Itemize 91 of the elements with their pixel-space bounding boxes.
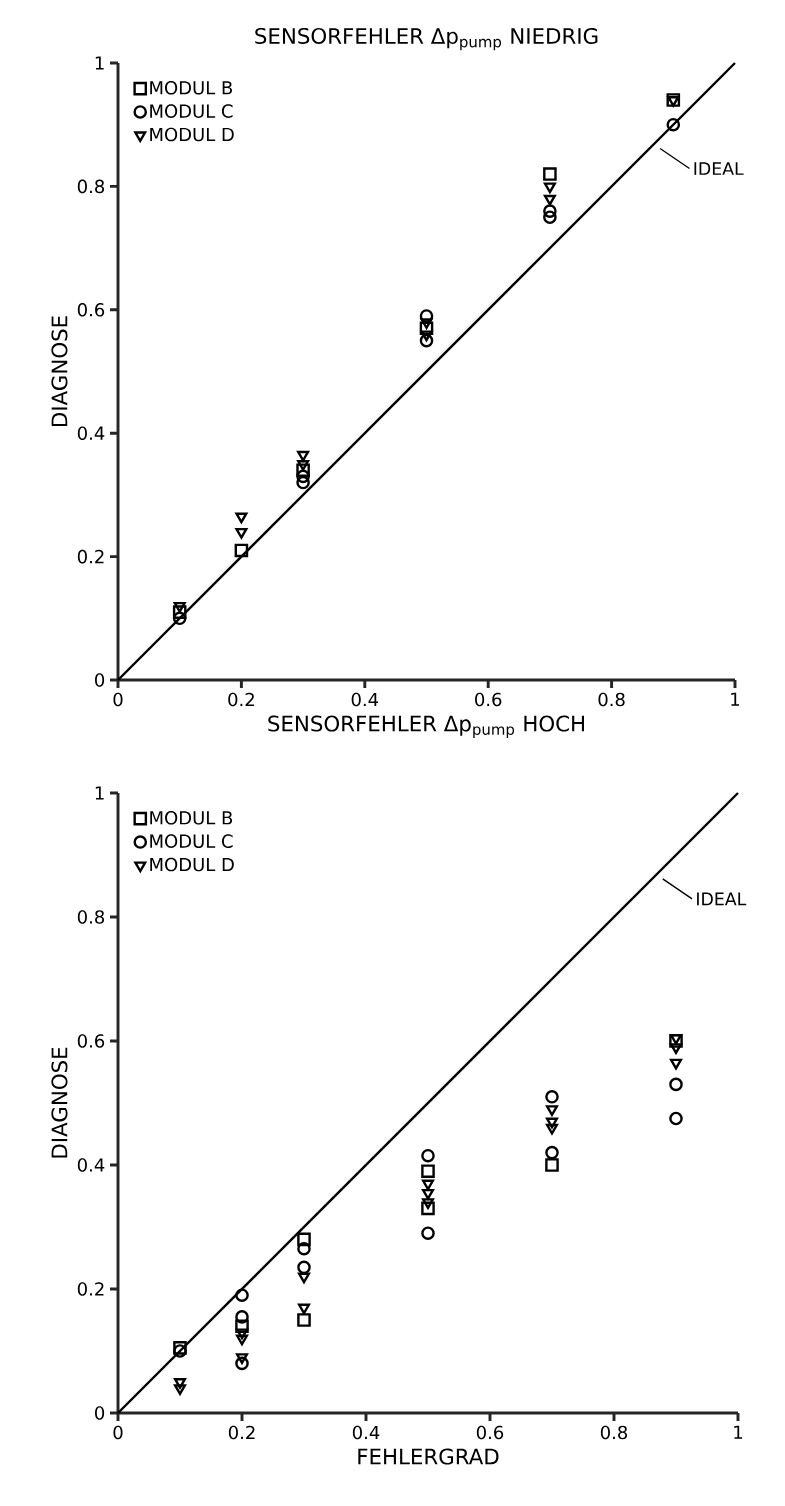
- point: [173, 601, 186, 613]
- point: [235, 1310, 249, 1324]
- point: [545, 1105, 559, 1116]
- point: [421, 1198, 435, 1209]
- x-axis-title: SENSORFEHLER Δp$_{pump}$ HOCH: [268, 715, 584, 738]
- point: [545, 1145, 559, 1160]
- y-tick-label: 0.8: [77, 179, 105, 194]
- x-tick-label: 0.4: [351, 692, 379, 707]
- point: [172, 605, 187, 619]
- point: [297, 1313, 311, 1327]
- chart-title: SENSORFEHLER Δp$_{pump}$ NIEDRIG: [255, 27, 598, 51]
- point: [543, 182, 556, 194]
- legend-label: MODUL C: [150, 104, 233, 118]
- point: [669, 1043, 683, 1054]
- point: [669, 1058, 683, 1070]
- legend-label: MODUL D: [150, 127, 234, 142]
- point: [173, 1377, 187, 1389]
- point: [543, 204, 557, 218]
- point: [421, 1179, 435, 1191]
- point: [545, 1117, 559, 1129]
- point: [421, 1226, 435, 1240]
- y-axis-title: DIAGNOSE: [51, 1047, 68, 1158]
- point: [296, 469, 310, 484]
- point: [420, 318, 433, 329]
- point: [421, 1188, 435, 1200]
- x-tick-label: 0.8: [598, 692, 625, 707]
- point: [297, 1232, 311, 1247]
- point: [421, 1201, 435, 1216]
- point: [172, 611, 187, 626]
- legend-label: IDEAL: [694, 162, 744, 175]
- y-tick-label: 1: [95, 56, 104, 70]
- point: [235, 527, 248, 539]
- legend-label: MODUL C: [150, 834, 233, 848]
- point: [421, 1148, 435, 1163]
- point: [545, 1158, 559, 1172]
- point: [234, 543, 249, 558]
- point: [419, 321, 434, 336]
- y-tick-label: 0: [95, 1406, 105, 1420]
- point: [235, 1356, 249, 1371]
- point: [543, 210, 557, 225]
- y-tick-label: 0.6: [77, 302, 105, 317]
- point: [297, 1303, 311, 1315]
- point: [235, 1319, 249, 1333]
- point: [173, 1384, 187, 1395]
- point: [545, 1123, 559, 1135]
- x-tick-label: 0.4: [352, 1425, 380, 1440]
- y-tick-label: 0.4: [77, 1158, 105, 1172]
- x-tick-label: 0.6: [475, 692, 502, 707]
- x-tick-label: 0.6: [476, 1425, 504, 1440]
- point: [419, 333, 434, 348]
- legend-label: IDEAL: [697, 892, 747, 906]
- point: [297, 1260, 311, 1275]
- point: [543, 167, 557, 181]
- x-tick-label: 0: [113, 1425, 123, 1440]
- legend-label: MODUL B: [150, 810, 233, 825]
- point: [296, 475, 310, 490]
- legend-label: MODUL D: [150, 857, 234, 872]
- point: [297, 1241, 311, 1256]
- point: [296, 463, 310, 478]
- point: [235, 1328, 249, 1340]
- point: [543, 194, 556, 206]
- x-tick-label: 0.2: [228, 1425, 255, 1440]
- y-tick-label: 0.2: [77, 1282, 104, 1296]
- point: [235, 1288, 249, 1302]
- point: [235, 1334, 249, 1346]
- y-tick-label: 1: [95, 786, 104, 800]
- legend-label: MODUL B: [150, 80, 233, 95]
- point: [297, 1272, 311, 1284]
- x-axis-title: FEHLERGRAD: [358, 1448, 499, 1465]
- point: [419, 309, 434, 323]
- point: [297, 460, 310, 471]
- x-tick-label: 0: [113, 692, 123, 707]
- x-tick-label: 1: [734, 1425, 743, 1439]
- point: [297, 450, 310, 462]
- point: [666, 117, 681, 132]
- x-tick-label: 0.2: [228, 692, 254, 707]
- point: [421, 1164, 435, 1178]
- y-tick-label: 0.4: [77, 426, 105, 440]
- x-tick-label: 0.8: [600, 1425, 628, 1440]
- y-axis-title: DIAGNOSE: [51, 316, 68, 427]
- point: [235, 1353, 249, 1364]
- y-tick-label: 0.2: [77, 549, 104, 564]
- y-tick-label: 0.6: [77, 1034, 105, 1048]
- x-tick-label: 1: [731, 692, 740, 706]
- point: [545, 1089, 559, 1104]
- point: [669, 1111, 683, 1126]
- y-tick-label: 0.8: [77, 910, 105, 924]
- point: [669, 1077, 683, 1092]
- point: [420, 330, 433, 342]
- point: [235, 512, 248, 524]
- y-tick-label: 0: [95, 673, 105, 687]
